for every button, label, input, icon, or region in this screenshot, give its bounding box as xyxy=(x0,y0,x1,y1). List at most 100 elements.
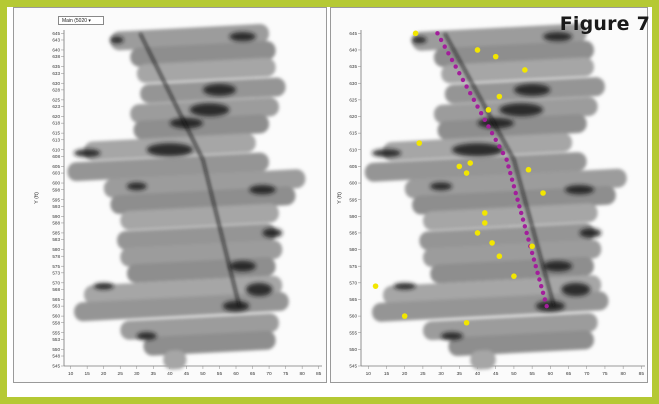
y-tick-label: 630 xyxy=(349,81,357,86)
y-axis-label: Y (ft) xyxy=(337,192,343,204)
trend-point xyxy=(453,64,458,69)
y-tick-label: 553 xyxy=(52,337,60,342)
y-tick-label: 625 xyxy=(52,97,60,102)
x-tick-label: 45 xyxy=(493,371,499,377)
y-tick-label: 613 xyxy=(52,137,60,142)
trend-point xyxy=(464,84,469,89)
trend-point xyxy=(486,124,491,129)
trend-point xyxy=(468,91,473,96)
sample-point xyxy=(522,67,528,73)
section-band xyxy=(412,185,616,215)
x-tick-label: 15 xyxy=(384,371,390,377)
section-band xyxy=(136,57,276,84)
sample-point xyxy=(511,273,517,279)
y-tick-label: 590 xyxy=(349,214,357,219)
x-tick-label: 70 xyxy=(584,371,590,377)
trend-point xyxy=(509,177,515,182)
y-tick-label: 560 xyxy=(349,314,357,319)
y-tick-label: 603 xyxy=(52,171,60,176)
trend-point xyxy=(540,290,546,296)
section-band xyxy=(470,350,496,370)
layer-dropdown[interactable]: Main (5020 ▾ xyxy=(58,16,104,25)
trend-point xyxy=(457,71,462,76)
y-tick-label: 565 xyxy=(52,297,60,302)
sample-point xyxy=(496,93,503,100)
dark-anomaly xyxy=(202,83,236,96)
sample-point xyxy=(401,313,408,319)
section-bands xyxy=(67,23,306,370)
y-tick-label: 625 xyxy=(349,97,357,102)
sample-point xyxy=(529,243,535,250)
y-tick-label: 550 xyxy=(349,347,357,352)
x-tick-label: 15 xyxy=(84,371,90,377)
right-panel: 545 550 555 560 565 570 575 580 585 590 595 600 605 6… xyxy=(330,7,648,383)
section-band xyxy=(423,203,598,231)
sample-point xyxy=(492,53,499,60)
trend-point xyxy=(493,137,498,142)
y-tick-label: 630 xyxy=(52,81,60,86)
dark-anomaly xyxy=(579,228,602,238)
dark-anomaly xyxy=(262,228,283,238)
y-tick-label: 568 xyxy=(52,287,60,292)
y-axis-label: Y (ft) xyxy=(34,192,40,204)
sample-point xyxy=(540,190,546,196)
x-tick-label: 10 xyxy=(68,371,74,377)
dark-anomaly xyxy=(393,282,416,290)
dark-anomaly xyxy=(93,282,114,290)
trend-point xyxy=(475,104,480,109)
x-tick-label: 80 xyxy=(620,371,626,377)
x-tick-label: 20 xyxy=(402,371,408,377)
trend-point xyxy=(508,170,513,176)
dark-anomaly xyxy=(564,185,595,195)
dark-anomaly xyxy=(371,149,402,158)
sample-point xyxy=(463,170,470,176)
x-tick-label: 60 xyxy=(233,371,239,377)
x-tick-label: 65 xyxy=(566,371,572,377)
y-tick-label: 600 xyxy=(349,181,357,186)
section-band xyxy=(441,57,594,84)
left-panel: Main (5020 ▾ 545 548 550 553 555 558 560 563 565… xyxy=(13,7,327,383)
section-band xyxy=(74,291,289,322)
trend-point xyxy=(537,277,542,282)
x-tick-label: 25 xyxy=(118,371,124,377)
trend-point xyxy=(513,190,518,196)
x-tick-label: 50 xyxy=(511,371,517,377)
y-tick-label: 638 xyxy=(52,54,60,59)
section-band xyxy=(103,169,306,198)
y-tick-label: 565 xyxy=(349,297,357,302)
y-tick-label: 645 xyxy=(349,31,357,36)
y-tick-label: 608 xyxy=(52,154,60,159)
trend-point xyxy=(533,263,538,269)
right-section-plot: 545 550 555 560 565 570 575 580 585 590 595 600 605 6… xyxy=(337,23,645,377)
dark-anomaly xyxy=(499,103,544,117)
y-tick-label: 635 xyxy=(52,64,60,69)
sample-point xyxy=(474,47,481,53)
dark-anomaly xyxy=(441,332,463,341)
x-tick-label: 10 xyxy=(366,371,372,377)
trend-point xyxy=(542,297,548,302)
y-tick-label: 575 xyxy=(349,264,357,269)
x-tick-label: 60 xyxy=(548,371,554,377)
dark-anomaly xyxy=(136,332,157,341)
y-tick-label: 573 xyxy=(52,270,60,275)
dark-anomaly xyxy=(169,117,203,129)
sample-point xyxy=(463,319,470,326)
section-band xyxy=(133,114,270,140)
trend-point xyxy=(524,230,529,236)
left-section-plot: 5455485505535555585605635655685705735755… xyxy=(34,23,322,377)
y-tick-label: 545 xyxy=(349,364,357,369)
dark-anomaly xyxy=(543,260,573,272)
sample-point xyxy=(489,240,495,246)
y-tick-label: 593 xyxy=(52,204,60,209)
x-tick-label: 80 xyxy=(299,371,305,377)
sample-point xyxy=(474,230,481,236)
sample-point xyxy=(372,283,379,289)
trend-point xyxy=(517,204,522,209)
trend-point xyxy=(520,217,526,222)
x-tick-label: 55 xyxy=(529,371,535,377)
x-tick-label: 70 xyxy=(266,371,272,377)
trend-point xyxy=(497,144,502,149)
y-tick-label: 560 xyxy=(52,314,60,319)
section-band xyxy=(163,350,187,370)
y-tick-label: 598 xyxy=(52,187,60,192)
